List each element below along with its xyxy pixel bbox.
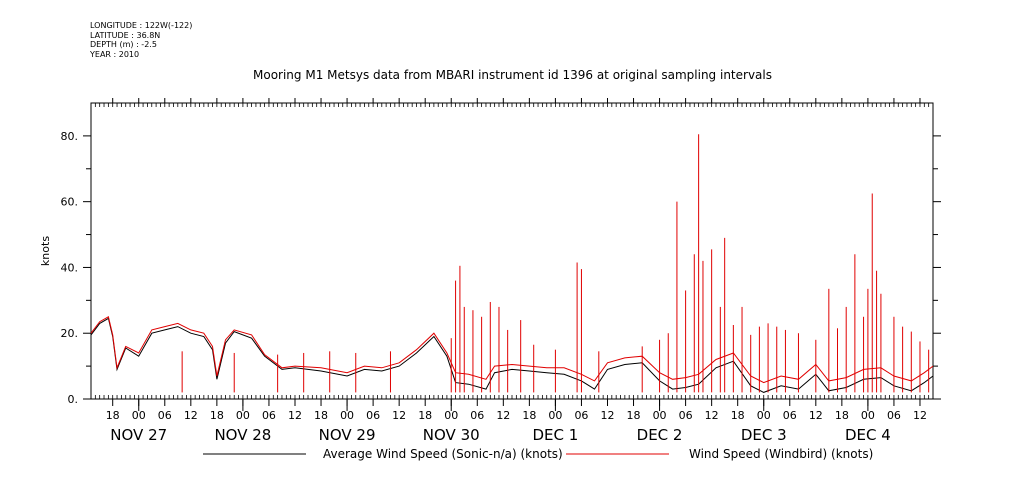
x-hour-label: 18	[314, 409, 328, 422]
x-hour-label: 12	[913, 409, 927, 422]
x-hour-label: 00	[548, 409, 562, 422]
x-date-label: NOV 28	[214, 426, 271, 444]
x-hour-label: 00	[132, 409, 146, 422]
x-date-label: NOV 29	[319, 426, 376, 444]
x-date-label: DEC 4	[845, 426, 891, 444]
y-axis: 0. 20. 40. 60. 80.	[61, 130, 941, 406]
x-axis: 18 00 06 12 18 00 06 12 18 00 06 12 18 00 06 12 18 00 06 12…	[106, 98, 927, 444]
longitude-label: LONGITUDE : 122W(-122)	[90, 21, 193, 30]
y-tick-label: 60.	[61, 196, 79, 209]
x-hour-label: 06	[887, 409, 901, 422]
y-tick-label: 0.	[68, 393, 79, 406]
x-hour-label: 12	[809, 409, 823, 422]
x-date-label: NOV 27	[110, 426, 167, 444]
chart-title: Mooring M1 Metsys data from MBARI instru…	[253, 68, 772, 82]
x-hour-label: 06	[262, 409, 276, 422]
x-hour-label: 18	[627, 409, 641, 422]
x-hour-label: 06	[679, 409, 693, 422]
latitude-label: LATITUDE : 36.8N	[90, 30, 161, 40]
x-hour-label: 18	[210, 409, 224, 422]
metadata-block: LONGITUDE : 122W(-122) LATITUDE : 36.8N …	[90, 21, 192, 59]
year-label: YEAR : 2010	[90, 49, 140, 59]
x-hour-label: 12	[392, 409, 406, 422]
y-tick-label: 20.	[61, 327, 79, 340]
x-hour-label: 12	[184, 409, 198, 422]
y-tick-label: 80.	[61, 130, 79, 143]
x-hour-label: 18	[522, 409, 536, 422]
x-hour-label: 06	[158, 409, 172, 422]
x-hour-label: 00	[861, 409, 875, 422]
x-date-label: DEC 3	[741, 426, 787, 444]
x-hour-label: 06	[470, 409, 484, 422]
x-hour-label: 00	[653, 409, 667, 422]
x-date-label: DEC 2	[637, 426, 683, 444]
x-hour-label: 00	[757, 409, 771, 422]
x-hour-label: 18	[418, 409, 432, 422]
series-layer	[90, 134, 934, 393]
x-date-label: DEC 1	[532, 426, 578, 444]
x-hour-label: 00	[236, 409, 250, 422]
x-hour-label: 18	[835, 409, 849, 422]
legend-label-windbird: Wind Speed (Windbird) (knots)	[689, 447, 873, 461]
x-date-label: NOV 30	[423, 426, 480, 444]
x-hour-label: 12	[705, 409, 719, 422]
x-hour-label: 06	[574, 409, 588, 422]
legend: Average Wind Speed (Sonic-n/a) (knots) Wi…	[203, 447, 873, 461]
depth-label: DEPTH (m) : -2.5	[90, 40, 157, 49]
x-hour-label: 18	[731, 409, 745, 422]
legend-label-sonic: Average Wind Speed (Sonic-n/a) (knots)	[323, 447, 563, 461]
x-hour-label: 06	[783, 409, 797, 422]
windbird-series-line	[90, 316, 934, 384]
x-hour-label: 06	[366, 409, 380, 422]
x-hour-label: 00	[340, 409, 354, 422]
x-hour-label: 00	[444, 409, 458, 422]
plot-frame	[90, 102, 934, 400]
x-hour-label: 12	[288, 409, 302, 422]
y-tick-label: 40.	[61, 261, 79, 274]
x-hour-label: 18	[106, 409, 120, 422]
plot-border	[90, 102, 934, 400]
x-hour-label: 12	[496, 409, 510, 422]
sonic-series-line	[90, 317, 934, 393]
x-hour-label: 12	[600, 409, 614, 422]
y-axis-label: knots	[39, 236, 52, 266]
